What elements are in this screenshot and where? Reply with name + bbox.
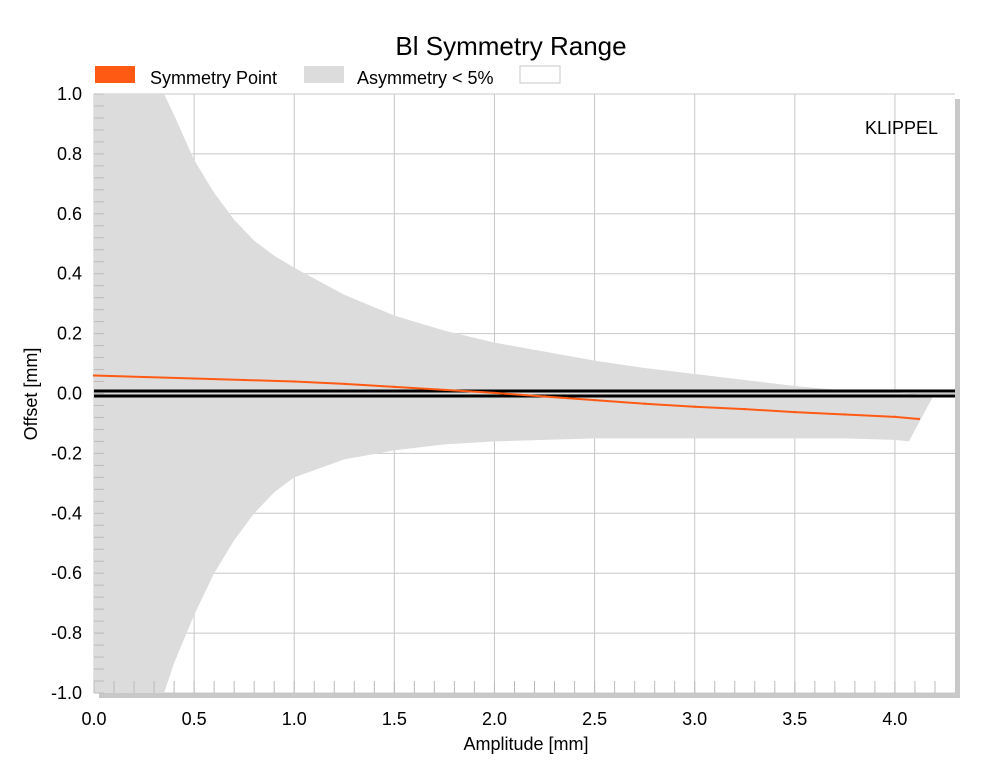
minor-ticks xyxy=(93,93,936,694)
y-tick-label-10: -1.0 xyxy=(51,683,82,703)
symmetry-point-14 xyxy=(793,410,797,414)
symmetry-point-6 xyxy=(393,385,396,389)
x-axis-label: Amplitude [mm] xyxy=(463,734,588,754)
x-tick-label-2: 1.0 xyxy=(282,709,307,729)
symmetry-point-line xyxy=(93,374,920,420)
y-tick-label-9: -0.8 xyxy=(51,623,82,643)
symmetry-point-1 xyxy=(142,375,146,379)
y-tick-label-3: 0.4 xyxy=(57,264,82,284)
symmetry-point-7 xyxy=(443,388,446,392)
y-tick-label-4: 0.2 xyxy=(57,324,82,344)
x-tick-labels: 0.0 0.5 1.0 1.5 2.0 2.5 3.0 3.5 4.0 xyxy=(81,709,907,729)
x-tick-label-6: 3.0 xyxy=(682,709,707,729)
x-tick-label-8: 4.0 xyxy=(882,709,907,729)
legend-swatch-1 xyxy=(304,66,344,83)
legend-swatch-0 xyxy=(95,66,135,83)
y-tick-label-7: -0.4 xyxy=(51,503,82,523)
x-tick-label-7: 3.5 xyxy=(782,709,807,729)
symmetry-point-11 xyxy=(643,402,646,405)
legend-swatch-2 xyxy=(519,65,561,84)
symmetry-point-17 xyxy=(917,417,921,421)
x-tick-label-1: 0.5 xyxy=(182,709,207,729)
symmetry-point-4 xyxy=(293,380,296,383)
y-tick-label-5: 0.0 xyxy=(57,384,82,404)
x-tick-label-0: 0.0 xyxy=(81,709,106,729)
klippel-watermark: KLIPPEL xyxy=(865,118,938,138)
symmetry-point-5 xyxy=(343,382,346,386)
symmetry-point-12 xyxy=(693,405,696,408)
legend-label-1: Asymmetry < 5% xyxy=(357,68,494,88)
y-tick-label-2: 0.6 xyxy=(57,204,82,224)
legend-label-0: Symmetry Point xyxy=(150,68,277,88)
legend: Symmetry Point Asymmetry < 5% xyxy=(95,65,561,88)
y-tick-labels: 1.0 0.8 0.6 0.4 0.2 0.0 -0.2 -0.4 -0.6 -0.8 -1.0 xyxy=(51,84,82,703)
y-tick-label-8: -0.6 xyxy=(51,563,82,583)
y-tick-label-6: -0.2 xyxy=(51,443,82,463)
symmetry-point-3 xyxy=(242,378,246,382)
symmetry-point-16 xyxy=(893,415,897,419)
symmetry-point-2 xyxy=(192,377,196,380)
y-tick-label-0: 1.0 xyxy=(57,84,82,104)
chart-title: Bl Symmetry Range xyxy=(395,31,626,61)
x-tick-label-3: 1.5 xyxy=(382,709,407,729)
symmetry-point-15 xyxy=(843,413,847,416)
x-tick-label-4: 2.0 xyxy=(482,709,507,729)
symmetry-point-0 xyxy=(92,374,96,377)
symmetry-point-13 xyxy=(743,407,746,411)
y-tick-label-1: 0.8 xyxy=(57,144,82,164)
symmetry-point-8 xyxy=(493,391,496,395)
symmetry-point-9 xyxy=(543,395,546,398)
x-tick-label-5: 2.5 xyxy=(582,709,607,729)
y-axis-label: Offset [mm] xyxy=(21,348,41,441)
symmetry-point-10 xyxy=(593,398,596,402)
symmetry-point-series xyxy=(92,374,921,421)
